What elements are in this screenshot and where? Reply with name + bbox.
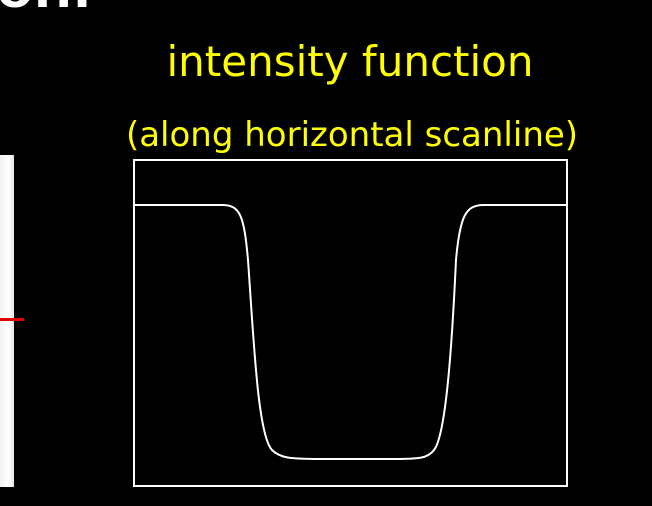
intensity-curve: [134, 204, 567, 460]
source-image-edge: [0, 155, 14, 487]
plot-frame: [133, 159, 568, 487]
title-intensity-function: intensity function: [166, 37, 534, 86]
scanline-marker: [0, 318, 24, 321]
heading-fragment: on:: [0, 0, 92, 18]
title-scanline-subtitle: (along horizontal scanline): [125, 115, 579, 155]
